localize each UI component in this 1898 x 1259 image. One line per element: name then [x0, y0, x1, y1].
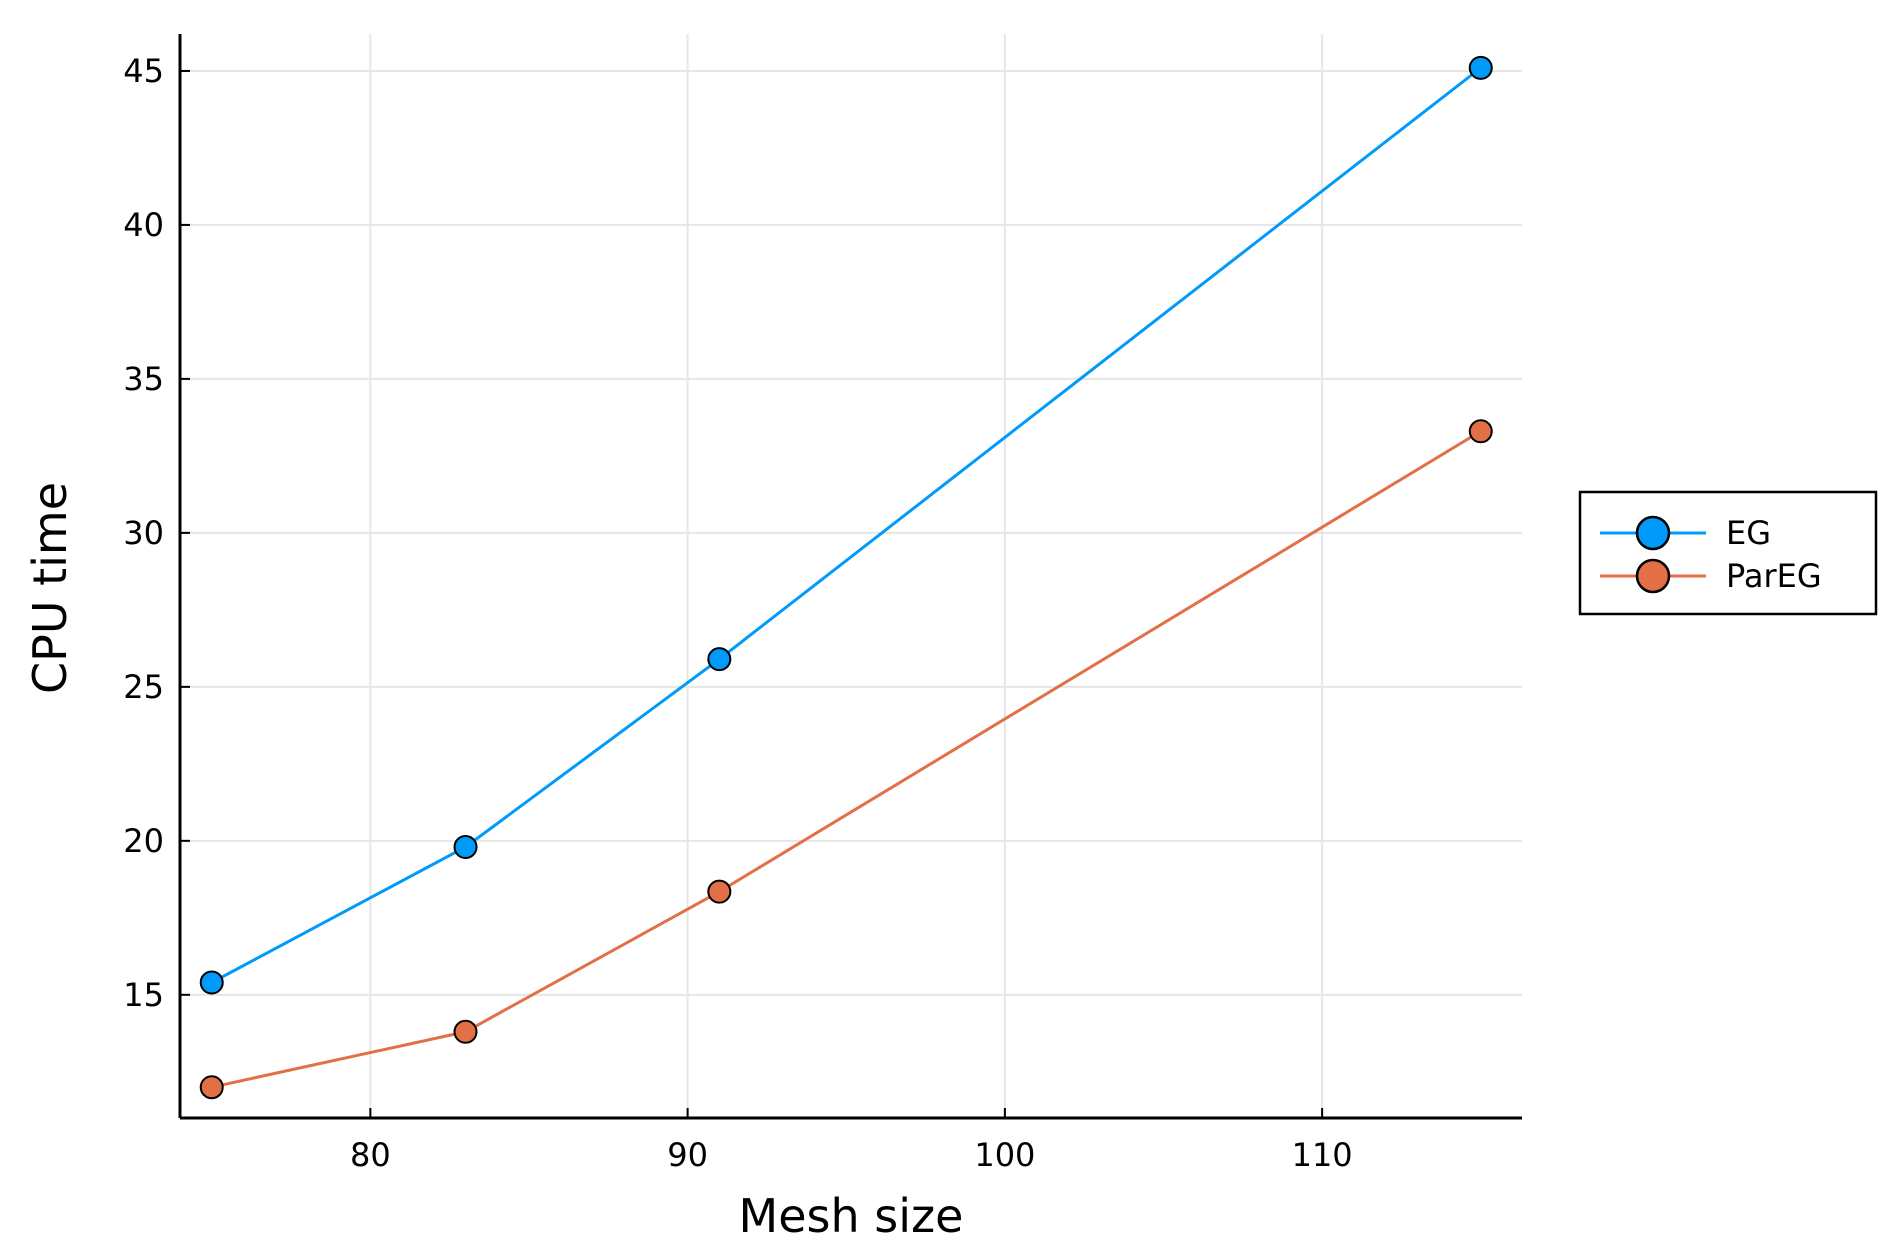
- series-pareg: [199, 419, 1493, 1100]
- y-tick-label: 40: [123, 206, 164, 244]
- legend: EG ParEG: [1578, 490, 1878, 616]
- legend-label-eg: EG: [1726, 514, 1771, 552]
- y-axis-title: CPU time: [23, 482, 77, 694]
- tick-labels: 80 90 100 110 15 20 25 30 35 40 45: [123, 52, 1352, 1174]
- data-point-pareg: [707, 879, 732, 904]
- legend-box: [1578, 490, 1878, 616]
- data-point-eg: [199, 970, 224, 995]
- y-tick-label: 20: [123, 822, 164, 860]
- series-layer: [199, 55, 1493, 1100]
- data-point-pareg: [199, 1075, 224, 1100]
- x-tick-label: 110: [1292, 1136, 1353, 1174]
- x-tick-label: 100: [974, 1136, 1035, 1174]
- series-line-eg: [211, 66, 1482, 984]
- y-tick-label: 45: [123, 52, 164, 90]
- data-point-eg: [453, 835, 478, 859]
- y-tick-label: 35: [123, 360, 164, 398]
- data-point-pareg: [1468, 419, 1493, 444]
- legend-marker-pareg: [1635, 558, 1671, 594]
- y-tick-label: 25: [123, 668, 164, 706]
- data-point-eg: [1468, 55, 1493, 80]
- x-axis-title: Mesh size: [739, 1189, 964, 1243]
- y-tick-label: 30: [123, 514, 164, 552]
- plot-axes: [178, 34, 1522, 1120]
- legend-marker-eg: [1635, 515, 1671, 551]
- y-tick-label: 15: [123, 976, 164, 1014]
- grid-lines: [180, 34, 1522, 1118]
- data-point-eg: [707, 647, 732, 672]
- legend-label-pareg: ParEG: [1726, 557, 1822, 595]
- x-tick-label: 80: [350, 1136, 391, 1174]
- series-line-pareg: [211, 429, 1482, 1089]
- x-tick-label: 90: [667, 1136, 708, 1174]
- series-eg: [199, 55, 1493, 995]
- data-point-pareg: [453, 1019, 478, 1044]
